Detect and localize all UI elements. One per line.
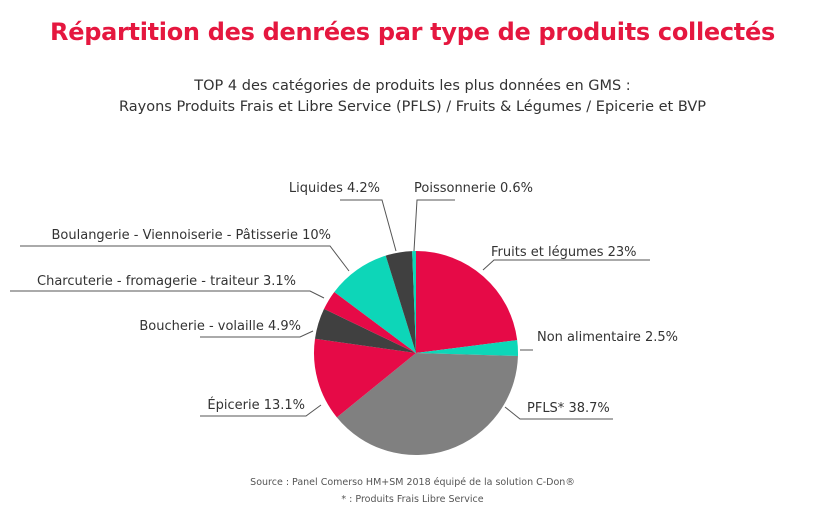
slice-label: Boucherie - volaille 4.9% [139, 319, 301, 334]
footnote: * : Produits Frais Libre Service [341, 494, 484, 505]
pie-slice [314, 338, 416, 418]
pie-slice [324, 291, 416, 353]
leader-line [20, 245, 350, 272]
slice-label: Poissonnerie 0.6% [414, 181, 533, 196]
slice-label: Boulangerie - Viennoiserie - Pâtisserie … [52, 228, 332, 243]
leader-line [10, 290, 325, 299]
slice-label: Non alimentaire 2.5% [537, 330, 678, 345]
pie-slice [385, 251, 416, 353]
slice-label: Épicerie 13.1% [207, 397, 305, 413]
slice-label: Fruits et légumes 23% [491, 245, 637, 260]
chart-title: Répartition des denrées par type de prod… [50, 18, 775, 46]
leader-line [482, 259, 650, 271]
leader-line [340, 199, 397, 252]
pie-slice [336, 353, 518, 455]
slice-label: PFLS* 38.7% [527, 401, 610, 416]
leader-line [200, 330, 314, 338]
leader-line [504, 406, 613, 420]
leader-line [413, 199, 455, 252]
slice-label: Charcuterie - fromagerie - traiteur 3.1% [37, 274, 296, 289]
pie-slice [416, 340, 518, 357]
source-note: Source : Panel Comerso HM+SM 2018 équipé… [250, 477, 575, 488]
slice-label: Liquides 4.2% [289, 181, 380, 196]
pie-slice [412, 251, 416, 353]
pie-slice [416, 251, 518, 353]
chart-subtitle-line2: Rayons Produits Frais et Libre Service (… [119, 99, 706, 115]
pie-slice [334, 255, 416, 353]
leader-line [200, 404, 322, 417]
chart-subtitle-line1: TOP 4 des catégories de produits les plu… [194, 78, 631, 94]
pie-slice [314, 308, 416, 353]
